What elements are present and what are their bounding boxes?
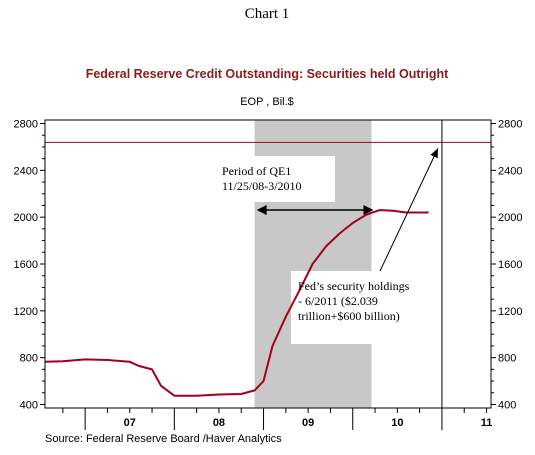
y-tick-label-left: 1600 xyxy=(14,259,38,271)
y-tick-label-right: 2800 xyxy=(498,119,522,131)
chart-title: Federal Reserve Credit Outstanding: Secu… xyxy=(86,67,449,81)
y-tick-label-right: 2400 xyxy=(498,165,522,177)
y-tick-label-right: 1600 xyxy=(498,259,522,271)
x-tick-label: 08 xyxy=(213,417,225,429)
chart-subtitle: EOP , Bil.$ xyxy=(240,96,294,108)
holdings-pointer-line xyxy=(379,148,439,272)
y-tick-label-right: 2000 xyxy=(498,212,522,224)
holdings-pointer-head xyxy=(430,148,438,159)
y-tick-label-right: 400 xyxy=(498,399,516,411)
y-tick-label-right: 800 xyxy=(498,353,516,365)
qe1-arrow-head-left xyxy=(256,205,267,215)
holdings-annotation-text: - 6/2011 ($2.039 xyxy=(298,294,378,308)
series-line-0 xyxy=(44,209,429,397)
y-tick-label-left: 400 xyxy=(20,399,38,411)
qe1-annotation-text: 11/25/08-3/2010 xyxy=(222,179,302,193)
chart-source: Source: Federal Reserve Board /Haver Ana… xyxy=(45,433,282,445)
qe1-label-box xyxy=(215,156,335,202)
holdings-annotation-text: trillion+$600 billion) xyxy=(298,309,400,323)
axes: 400 400 800 800 1200 1200 1600 1600 2000 2000 2400… xyxy=(14,119,522,430)
y-tick-label-left: 2400 xyxy=(14,165,38,177)
y-tick-label-right: 1200 xyxy=(498,306,522,318)
x-tick-label: 09 xyxy=(302,417,314,429)
y-tick-label-left: 2800 xyxy=(14,119,38,131)
holdings-label-box xyxy=(291,271,434,344)
plot-area xyxy=(44,120,491,408)
chart-label: Chart 1 xyxy=(245,6,290,22)
x-tick-label: 10 xyxy=(391,417,403,429)
x-tick-label: 07 xyxy=(124,417,136,429)
y-tick-label-left: 800 xyxy=(20,353,38,365)
y-tick-label-left: 1200 xyxy=(14,306,38,318)
holdings-annotation-text: Fed’s security holdings xyxy=(298,279,410,293)
qe1-annotation-text: Period of QE1 xyxy=(222,164,291,178)
qe1-arrow-head-right xyxy=(363,205,374,215)
x-tick-label: 11 xyxy=(481,417,493,429)
y-tick-label-left: 2000 xyxy=(14,212,38,224)
